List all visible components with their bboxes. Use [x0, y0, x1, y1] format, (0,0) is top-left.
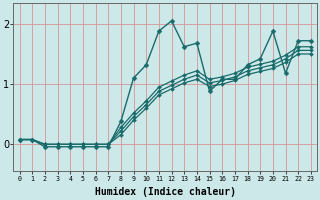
X-axis label: Humidex (Indice chaleur): Humidex (Indice chaleur): [95, 187, 236, 197]
